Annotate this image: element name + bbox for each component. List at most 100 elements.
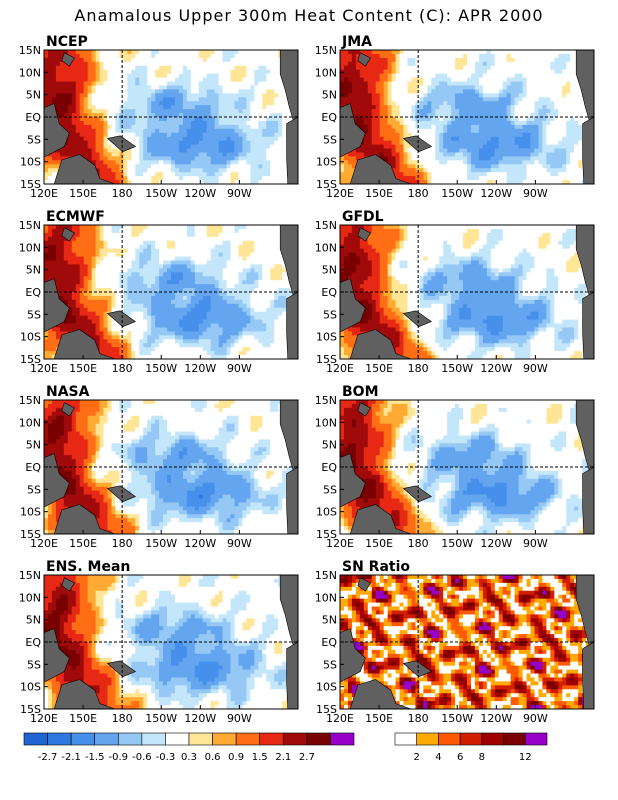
colorbar-label: 2.7	[299, 752, 315, 763]
lat-tick-label: 5N	[26, 264, 41, 277]
lat-tick-label: 10S	[20, 681, 41, 694]
lat-tick-label: 15N	[315, 44, 337, 57]
lon-tick-label: 120E	[30, 537, 58, 550]
lon-tick-label: 180	[112, 537, 133, 550]
heat-field	[44, 225, 298, 359]
lon-tick-label: 150W	[145, 537, 177, 550]
colorbar-swatch	[188, 732, 213, 746]
lat-tick-label: 15N	[19, 394, 41, 407]
lon-tick-label: 90W	[523, 712, 548, 725]
lon-tick-label: 180	[112, 187, 133, 200]
colorbar-label: -2.1	[61, 752, 81, 763]
lon-tick-label: 150W	[441, 712, 473, 725]
lon-tick-label: 150E	[365, 712, 393, 725]
lon-tick-label: 150E	[69, 187, 97, 200]
lat-tick-label: 15S	[316, 703, 337, 716]
lat-tick-label: 15N	[19, 569, 41, 582]
colorbar-swatch	[438, 732, 461, 746]
lat-tick-label: 5S	[27, 483, 41, 496]
lon-tick-label: 150E	[365, 362, 393, 375]
lon-tick-label: 120E	[326, 537, 354, 550]
lon-tick-label: 180	[408, 187, 429, 200]
lat-tick-label: 15N	[315, 394, 337, 407]
lat-tick-label: 5S	[27, 133, 41, 146]
lat-tick-label: 5S	[323, 133, 337, 146]
lat-tick-label: 15N	[19, 219, 41, 232]
lat-tick-label: 15S	[20, 703, 41, 716]
lat-tick-label: EQ	[321, 286, 337, 299]
lat-tick-label: 15N	[315, 569, 337, 582]
lat-tick-label: 10N	[19, 241, 41, 254]
lon-tick-label: 180	[408, 362, 429, 375]
colorbar-swatch	[70, 732, 96, 746]
lon-tick-label: 180	[112, 362, 133, 375]
lon-tick-label: 150W	[441, 537, 473, 550]
heat-field	[44, 400, 298, 534]
lat-tick-label: 10N	[315, 66, 337, 79]
lon-tick-label: 120E	[30, 712, 58, 725]
lat-tick-label: 10N	[19, 591, 41, 604]
colorbar-label: -0.9	[109, 752, 129, 763]
panel-title: ENS. Mean	[46, 559, 130, 575]
lon-tick-label: 90W	[523, 362, 548, 375]
panel-title: ECMWF	[46, 209, 105, 225]
panel-title: BOM	[342, 384, 379, 400]
lat-tick-label: 10S	[20, 506, 41, 519]
heat-field	[340, 50, 594, 184]
lon-tick-label: 120E	[326, 712, 354, 725]
lon-tick-label: 150W	[441, 362, 473, 375]
lon-tick-label: 150W	[145, 187, 177, 200]
lon-tick-label: 120W	[184, 187, 216, 200]
colorbar-swatch	[503, 732, 526, 746]
colorbar-swatch	[235, 732, 261, 746]
lat-tick-label: 10S	[20, 156, 41, 169]
lon-tick-label: 120W	[184, 537, 216, 550]
anomaly-colorbar: -2.7 -2.1 -1.5 -0.9 -0.6 -0.3 0.3 0.6 0.9 1.5 2.1 2…	[23, 732, 355, 763]
lat-tick-label: 5S	[27, 658, 41, 671]
lon-tick-label: 120E	[30, 362, 58, 375]
lat-tick-label: 5N	[322, 264, 337, 277]
lon-tick-label: 90W	[227, 537, 252, 550]
colorbar-swatch	[282, 732, 308, 746]
heat-field	[44, 575, 298, 709]
lat-tick-label: 15N	[19, 44, 41, 57]
lat-tick-label: 15S	[316, 178, 337, 191]
lon-tick-label: 120E	[326, 187, 354, 200]
panel-title: NASA	[46, 384, 90, 400]
colorbar-label: -0.3	[156, 752, 176, 763]
heat-field	[340, 400, 594, 534]
colorbar-swatch	[23, 732, 48, 746]
lat-tick-label: 5S	[27, 308, 41, 321]
lon-tick-label: 90W	[523, 537, 548, 550]
colorbar-label: -0.6	[132, 752, 152, 763]
colorbar-swatch	[212, 732, 237, 746]
lon-tick-label: 150E	[69, 362, 97, 375]
colorbar-swatch	[524, 732, 548, 746]
lon-tick-label: 150E	[69, 712, 97, 725]
lat-tick-label: 5N	[322, 89, 337, 102]
colorbar-swatch	[416, 732, 439, 746]
panel-title: NCEP	[46, 34, 88, 50]
lon-tick-label: 180	[408, 537, 429, 550]
colorbar-swatch	[306, 732, 331, 746]
lon-tick-label: 150E	[69, 537, 97, 550]
colorbar-label: 0.9	[228, 752, 244, 763]
lon-tick-label: 180	[408, 712, 429, 725]
colorbar-label: 1.5	[252, 752, 268, 763]
colorbar-swatch	[165, 732, 190, 746]
lon-tick-label: 150W	[145, 712, 177, 725]
lat-tick-label: 10S	[316, 331, 337, 344]
panel-title: SN Ratio	[342, 559, 410, 575]
colorbar-label: 4	[435, 752, 441, 763]
lon-tick-label: 120W	[480, 187, 512, 200]
lat-tick-label: 5N	[322, 614, 337, 627]
lat-tick-label: 10S	[316, 506, 337, 519]
lat-tick-label: EQ	[25, 286, 41, 299]
colorbar-label: 6	[457, 752, 463, 763]
lon-tick-label: 90W	[227, 712, 252, 725]
